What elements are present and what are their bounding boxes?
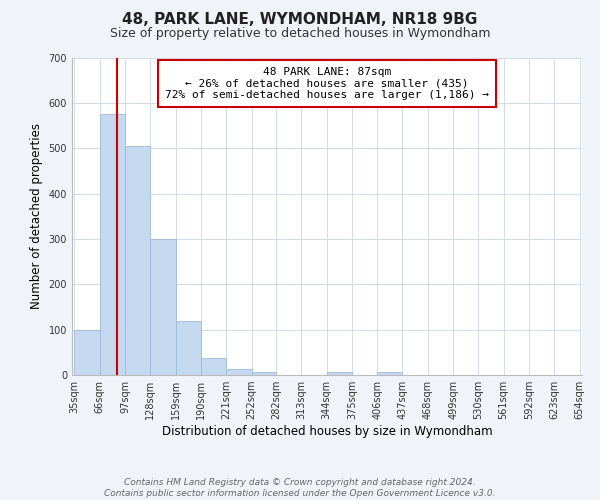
Bar xyxy=(125,146,151,375)
Text: 48, PARK LANE, WYMONDHAM, NR18 9BG: 48, PARK LANE, WYMONDHAM, NR18 9BG xyxy=(122,12,478,28)
Bar xyxy=(176,322,201,375)
Bar xyxy=(201,358,226,375)
Bar xyxy=(226,368,251,375)
X-axis label: Distribution of detached houses by size in Wymondham: Distribution of detached houses by size … xyxy=(161,425,493,438)
Bar xyxy=(100,114,125,375)
Bar xyxy=(74,330,100,375)
Bar xyxy=(377,372,403,375)
Text: Contains HM Land Registry data © Crown copyright and database right 2024.
Contai: Contains HM Land Registry data © Crown c… xyxy=(104,478,496,498)
Text: Size of property relative to detached houses in Wymondham: Size of property relative to detached ho… xyxy=(110,28,490,40)
Bar xyxy=(251,372,276,375)
Bar xyxy=(151,239,176,375)
Text: 48 PARK LANE: 87sqm
← 26% of detached houses are smaller (435)
72% of semi-detac: 48 PARK LANE: 87sqm ← 26% of detached ho… xyxy=(165,67,489,100)
Bar xyxy=(326,372,352,375)
Y-axis label: Number of detached properties: Number of detached properties xyxy=(30,123,43,309)
